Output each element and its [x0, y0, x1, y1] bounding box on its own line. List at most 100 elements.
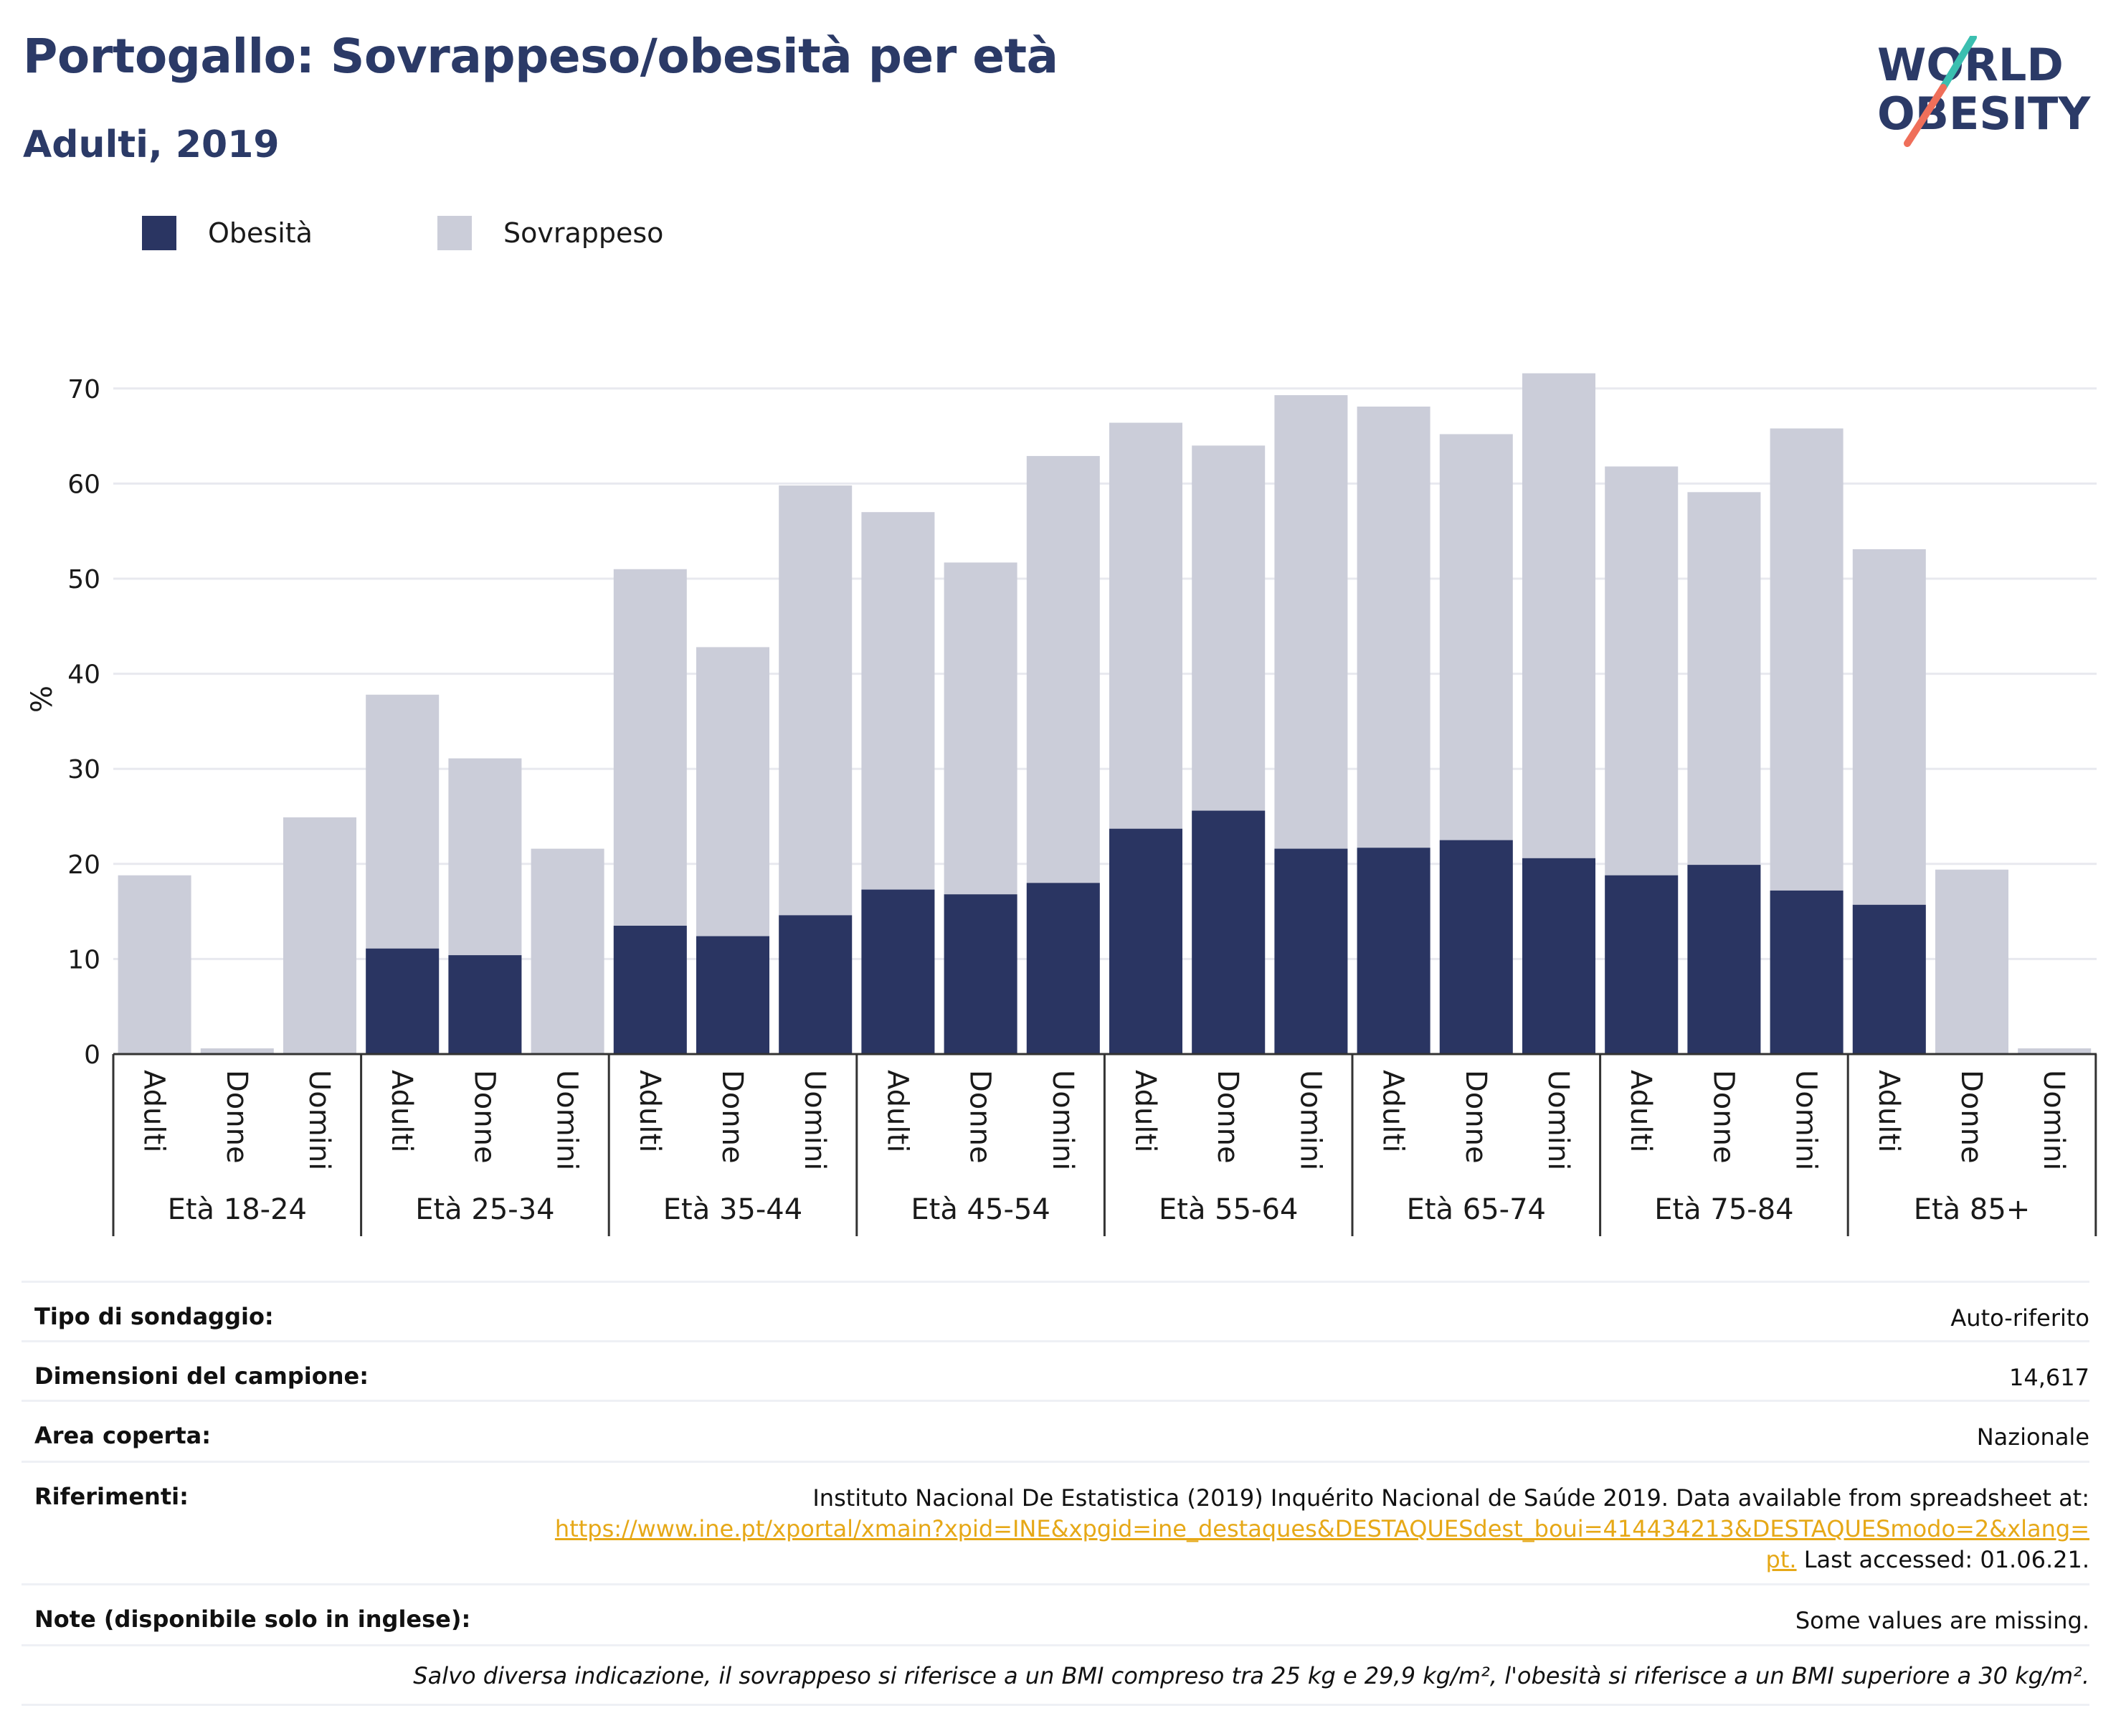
group-label: Età 45-54 [911, 1193, 1050, 1226]
y-axis-label: % [26, 686, 59, 713]
references-link[interactable]: https://www.ine.pt/xportal/xmain?xpid=IN… [554, 1515, 2089, 1542]
x-tick-label: Adulti [1377, 1070, 1410, 1152]
bar-obesity [944, 894, 1017, 1054]
bar-obesity [696, 936, 769, 1054]
bar-obesity [448, 955, 522, 1054]
page-subtitle: Adulti, 2019 [23, 123, 280, 166]
info-row-area: Area coperta: Nazionale [22, 1400, 2089, 1461]
area-value: Nazionale [1976, 1423, 2089, 1451]
x-tick-label: Adulti [881, 1070, 914, 1152]
bar-obesity [861, 889, 935, 1054]
group-label: Età 35-44 [663, 1193, 802, 1226]
bar-obesity [366, 948, 440, 1054]
bar-obesity [779, 915, 853, 1054]
bar-obesity [1605, 875, 1679, 1054]
bar-overweight [1935, 869, 2008, 1054]
bar-obesity [1026, 883, 1100, 1054]
survey-type-label: Tipo di sondaggio: [34, 1303, 274, 1330]
references-label: Riferimenti: [34, 1483, 189, 1510]
info-row-notes: Note (disponibile solo in inglese): Some… [22, 1583, 2089, 1644]
info-row-survey-type: Tipo di sondaggio: Auto-riferito [22, 1281, 2089, 1340]
references-link-end[interactable]: pt. [1765, 1546, 1797, 1573]
group-label: Età 25-34 [415, 1193, 554, 1226]
grid-layer [113, 387, 2097, 960]
sample-size-value: 14,617 [2009, 1364, 2089, 1391]
y-tick-label: 30 [67, 755, 100, 784]
x-tick-label: Adulti [1624, 1070, 1657, 1152]
bar-overweight [283, 817, 356, 1054]
y-tick-label: 20 [67, 850, 100, 880]
x-tick-label: Adulti [1129, 1070, 1162, 1152]
bar-overweight [531, 848, 604, 1054]
logo-slash-teal [1940, 36, 1977, 91]
x-tick-label: Uomini [1294, 1070, 1327, 1170]
x-tick-label: Donne [220, 1070, 253, 1164]
x-tick-label: Adulti [138, 1070, 171, 1152]
references-text: Instituto Nacional De Estatistica (2019)… [812, 1484, 2089, 1512]
y-tick-label: 70 [67, 375, 100, 404]
bar-obesity [1852, 904, 1926, 1054]
bar-obesity [1109, 828, 1182, 1054]
legend-swatch-overweight [437, 216, 472, 250]
info-row-sample-size: Dimensioni del campione: 14,617 [22, 1340, 2089, 1400]
group-label: Età 18-24 [168, 1193, 307, 1226]
group-label: Età 75-84 [1654, 1193, 1793, 1226]
area-label: Area coperta: [34, 1422, 212, 1449]
x-tick-label: Donne [1707, 1070, 1740, 1164]
x-tick-label: Uomini [1790, 1070, 1823, 1170]
bar-overweight [2018, 1048, 2092, 1054]
bar-obesity [1357, 848, 1430, 1054]
legend-label-overweight: Sovrappeso [503, 217, 664, 249]
y-tick-label: 60 [67, 470, 100, 499]
bar-obesity [1192, 810, 1266, 1054]
bar-obesity [1439, 840, 1513, 1054]
x-tick-label: Adulti [633, 1070, 666, 1152]
footnote-text: Salvo diversa indicazione, il sovrappeso… [413, 1662, 2089, 1689]
x-tick-label: Uomini [2037, 1070, 2070, 1170]
references-value: Instituto Nacional De Estatistica (2019)… [555, 1483, 2089, 1575]
x-tick-label: Uomini [1542, 1070, 1575, 1170]
x-tick-label: Uomini [551, 1070, 584, 1170]
y-tick-label: 50 [67, 565, 100, 594]
survey-type-value: Auto-riferito [1950, 1304, 2089, 1332]
info-row-references: Riferimenti: Instituto Nacional De Estat… [22, 1461, 2089, 1583]
x-tick-label: Adulti [1872, 1070, 1905, 1152]
y-tick-label: 40 [67, 660, 100, 690]
x-tick-label: Donne [716, 1070, 749, 1164]
bar-obesity [1687, 865, 1761, 1054]
notes-label: Note (disponibile solo in inglese): [34, 1605, 471, 1633]
logo-slash-coral [1904, 84, 1947, 147]
bar-layer [118, 373, 2092, 1054]
x-tick-label: Donne [964, 1070, 997, 1164]
axis-layer: 0 10 20 30 40 50 60 70% Adulti Donne Uomini Adulti D… [26, 375, 2097, 1236]
references-accessed: Last accessed: 01.06.21. [1796, 1546, 2089, 1573]
x-tick-label: Donne [1955, 1070, 1988, 1164]
group-label: Età 85+ [1914, 1193, 2031, 1226]
x-tick-label: Uomini [1046, 1070, 1079, 1170]
bar-obesity [1770, 890, 1844, 1054]
y-tick-label: 10 [67, 945, 100, 974]
bar-obesity [1274, 848, 1348, 1054]
bar-overweight [118, 875, 191, 1054]
logo-text-obesity: OBESITY [1877, 87, 2091, 140]
x-tick-label: Donne [1211, 1070, 1244, 1164]
notes-value: Some values are missing. [1795, 1607, 2089, 1634]
x-tick-label: Donne [1459, 1070, 1492, 1164]
x-tick-label: Adulti [385, 1070, 418, 1152]
x-tick-label: Uomini [303, 1070, 336, 1170]
info-table: Tipo di sondaggio: Auto-riferito Dimensi… [22, 1281, 2089, 1706]
bar-obesity [1522, 858, 1595, 1054]
definition-footnote: Salvo diversa indicazione, il sovrappeso… [22, 1644, 2089, 1706]
bar-overweight [200, 1048, 274, 1054]
sample-size-label: Dimensioni del campione: [34, 1362, 369, 1390]
bar-chart: 0 10 20 30 40 50 60 70% Adulti Donne Uomini Adulti D… [26, 373, 2097, 1236]
legend-label-obesity: Obesità [208, 217, 313, 249]
x-tick-label: Donne [468, 1070, 500, 1164]
legend-swatch-obesity [142, 216, 176, 250]
page-title: Portogallo: Sovrappeso/obesità per età [23, 29, 1058, 84]
y-tick-label: 0 [84, 1040, 100, 1070]
group-label: Età 55-64 [1159, 1193, 1298, 1226]
world-obesity-logo: WORLD OBESITY [1877, 36, 2091, 147]
group-label: Età 65-74 [1407, 1193, 1546, 1226]
bar-obesity [613, 925, 687, 1054]
